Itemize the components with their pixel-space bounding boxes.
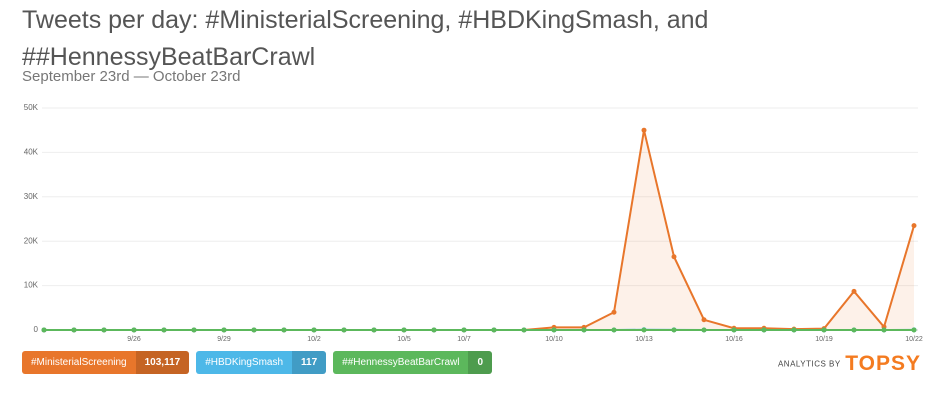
x-tick-label: 10/7	[457, 336, 471, 343]
line	[44, 129, 915, 331]
point	[101, 327, 107, 333]
point	[461, 327, 467, 333]
x-tick-label: 10/10	[545, 336, 563, 343]
point	[161, 327, 167, 333]
point	[821, 327, 827, 333]
point	[641, 327, 647, 333]
point	[851, 327, 857, 333]
x-tick-label: 10/22	[905, 336, 923, 343]
legend-item[interactable]: #MinisterialScreening 103,117	[22, 351, 190, 374]
point	[581, 327, 587, 333]
point	[311, 327, 317, 333]
y-tick-label: 0	[34, 325, 39, 334]
brand-prefix: ANALYTICS BY	[777, 359, 841, 369]
point	[671, 327, 677, 333]
legend-label: #HBDKingSmash	[205, 357, 284, 368]
point	[791, 327, 797, 333]
point	[911, 223, 917, 229]
y-tick-label: 10K	[24, 281, 39, 290]
y-tick-label: 40K	[24, 148, 39, 157]
point	[701, 327, 707, 333]
x-tick-label: 10/5	[397, 336, 411, 343]
point	[41, 327, 47, 333]
legend-total: 103,117	[135, 351, 190, 374]
point	[431, 327, 437, 333]
point	[611, 309, 617, 315]
point	[611, 327, 617, 333]
point	[911, 327, 917, 333]
point	[671, 254, 677, 260]
x-tick-label: 10/2	[307, 336, 321, 343]
point	[71, 327, 77, 333]
point	[851, 288, 857, 294]
legend-label: ##HennessyBeatBarCrawl	[342, 357, 460, 368]
x-tick-label: 10/13	[635, 336, 653, 343]
point	[131, 327, 137, 333]
legend-label: #MinisterialScreening	[31, 357, 127, 368]
x-tick-label: 10/16	[725, 336, 743, 343]
point	[551, 327, 557, 333]
legend-total: 0	[468, 351, 493, 374]
point	[251, 327, 257, 333]
point	[371, 327, 377, 333]
legend-item[interactable]: #HBDKingSmash 117	[196, 351, 327, 374]
legend-total: 117	[292, 351, 327, 374]
x-tick-label: 9/29	[217, 336, 231, 343]
point	[701, 317, 707, 323]
legend-item[interactable]: ##HennessyBeatBarCrawl 0	[333, 351, 493, 374]
legend: #MinisterialScreening 103,117 #HBDKingSmas…	[22, 351, 493, 374]
chart-title: Tweets per day: #MinisterialScreening, #…	[22, 6, 709, 71]
brand-name: TOPSY	[845, 352, 921, 375]
point	[521, 327, 527, 333]
x-tick-label: 10/19	[815, 336, 833, 343]
x-tick-label: 9/26	[127, 336, 141, 343]
point	[281, 327, 287, 333]
point	[401, 327, 407, 333]
point	[491, 327, 497, 333]
y-tick-label: 30K	[24, 192, 39, 201]
point	[341, 327, 347, 333]
point	[761, 327, 767, 333]
point	[881, 327, 887, 333]
point	[641, 127, 647, 133]
area	[44, 130, 914, 330]
point	[221, 327, 227, 333]
point	[191, 327, 197, 333]
chart-subtitle: September 23rd — October 23rd	[22, 68, 241, 85]
y-tick-label: 20K	[24, 236, 39, 245]
y-tick-label: 50K	[24, 103, 39, 112]
branding: ANALYTICS BY TOPSY	[778, 352, 921, 376]
point	[731, 327, 737, 333]
